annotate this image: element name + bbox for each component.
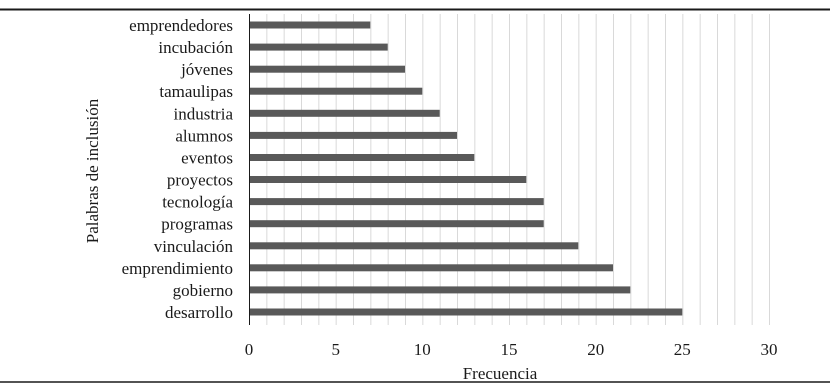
category-label: desarrollo — [165, 303, 233, 322]
bar — [249, 264, 613, 272]
category-label: emprendimiento — [122, 259, 233, 278]
category-label: vinculación — [154, 237, 234, 256]
bar — [249, 87, 423, 95]
category-label: eventos — [181, 149, 233, 168]
bar — [249, 154, 475, 161]
category-label: jóvenes — [180, 60, 233, 79]
category-label: emprendedores — [129, 16, 233, 35]
bar — [249, 198, 544, 206]
category-label: programas — [161, 215, 233, 234]
x-tick-label: 5 — [331, 340, 340, 359]
category-label: gobierno — [173, 281, 233, 300]
bars — [249, 21, 683, 316]
category-label: incubación — [158, 38, 233, 57]
bar — [249, 220, 544, 228]
bar — [249, 308, 683, 316]
x-tick-label: 20 — [587, 340, 604, 359]
x-tick-labels: 0 5 10 15 20 25 30 — [245, 340, 778, 359]
x-tick-label: 30 — [761, 340, 778, 359]
category-label: tecnología — [162, 193, 233, 212]
bar — [249, 242, 579, 250]
bar — [249, 131, 457, 139]
bar — [249, 21, 371, 29]
category-label: proyectos — [167, 171, 233, 190]
bar — [249, 109, 440, 117]
x-tick-label: 25 — [674, 340, 691, 359]
bar — [249, 286, 631, 294]
category-label: industria — [174, 104, 234, 123]
category-label: tamaulipas — [159, 82, 233, 101]
x-tick-label: 15 — [501, 340, 518, 359]
gridlines — [266, 14, 770, 325]
bar — [249, 65, 405, 73]
bar — [249, 43, 388, 51]
x-tick-label: 10 — [414, 340, 431, 359]
x-axis-title: Frecuencia — [463, 364, 538, 383]
bar — [249, 176, 527, 183]
category-label: alumnos — [175, 126, 233, 145]
category-labels: emprendedores incubación jóvenes tamaulipas… — [122, 16, 234, 322]
x-tick-label: 0 — [245, 340, 254, 359]
y-axis-title: Palabras de inclusión — [83, 98, 102, 243]
